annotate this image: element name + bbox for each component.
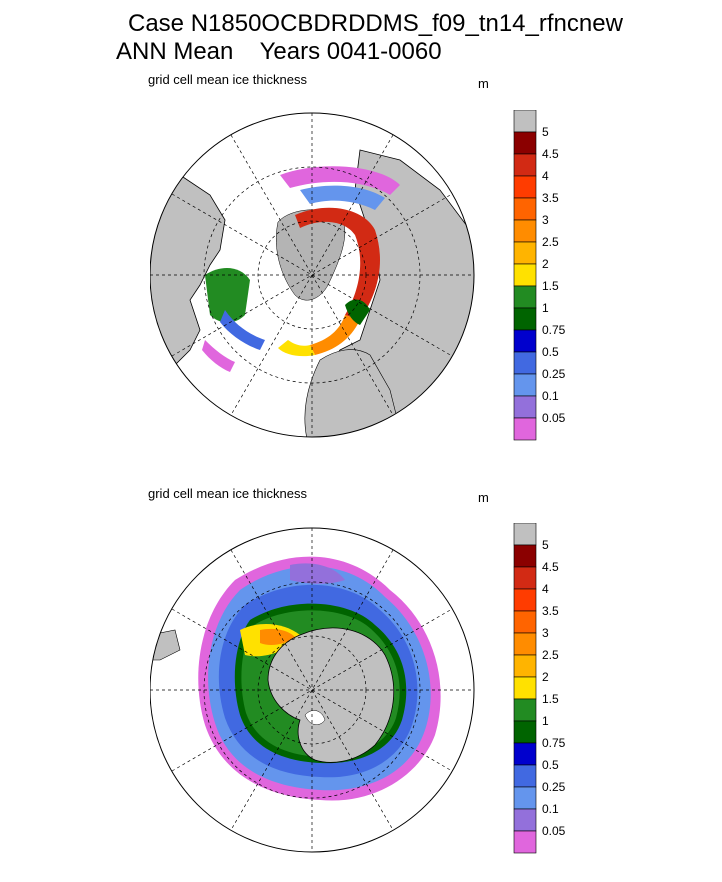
- colorbar-box: [513, 351, 537, 375]
- colorbar-level-label: 1.5: [542, 279, 559, 293]
- north-map-units: m: [478, 76, 489, 91]
- ice-green-band: [205, 268, 250, 323]
- colorbar-level-label: 1: [542, 301, 549, 315]
- ice-periwinkle-band: [300, 185, 385, 210]
- colorbar-box: [513, 676, 537, 700]
- colorbar-box: [513, 263, 537, 287]
- south-america-tip-land: [327, 849, 351, 852]
- ice-yellow-band: [278, 340, 315, 357]
- ice-shelf-white: [304, 710, 326, 725]
- colorbar-level-label: 0.5: [542, 758, 559, 772]
- ice-pink-band: [280, 166, 400, 195]
- colorbar-level-label: 3.5: [542, 191, 559, 205]
- colorbar-box: [513, 566, 537, 590]
- colorbar-level-label: 0.75: [542, 323, 566, 337]
- colorbar-box: [513, 544, 537, 568]
- colorbar-level-label: 5: [542, 538, 549, 552]
- colorbar-box: [513, 588, 537, 612]
- colorbar-level-label: 2: [542, 257, 549, 271]
- ice-orange-band: [310, 315, 360, 355]
- ice-orange-weddell: [260, 628, 295, 645]
- colorbar-level-label: 0.75: [542, 736, 566, 750]
- colorbar-box: [513, 654, 537, 678]
- colorbar-level-label: 0.25: [542, 367, 566, 381]
- colorbar-level-label: 4: [542, 169, 549, 183]
- figure-title-line2: ANN Mean Years 0041-0060: [116, 38, 442, 65]
- colorbar-level-label: 3: [542, 626, 549, 640]
- south-colorbar: 5 4.5 4 3.5 3 2.5 2 1.5 1 0.75 0.5 0.25 0.1 0.05: [513, 523, 566, 854]
- colorbar-box: [513, 764, 537, 788]
- colorbar-box: [513, 175, 537, 199]
- colorbar-box: [513, 110, 537, 133]
- figure-title-line1: Case N1850OCBDRDDMS_f09_tn14_rfncnew: [128, 10, 623, 37]
- colorbar-box: [513, 610, 537, 634]
- south-map-subtitle: grid cell mean ice thickness: [148, 486, 307, 501]
- colorbar-box: [513, 830, 537, 854]
- colorbar-level-label: 0.1: [542, 389, 559, 403]
- colorbar-box: [513, 698, 537, 722]
- colorbar-box: [513, 742, 537, 766]
- ice-red-band: [295, 207, 380, 320]
- colorbar-level-label: 2.5: [542, 648, 559, 662]
- colorbar-box: [513, 417, 537, 441]
- colorbar-level-label: 1: [542, 714, 549, 728]
- colorbar-level-label: 4.5: [542, 560, 559, 574]
- colorbar-box: [513, 131, 537, 155]
- ice-pink-band-2: [202, 340, 235, 372]
- colorbar-level-label: 0.1: [542, 802, 559, 816]
- south-map-units: m: [478, 490, 489, 505]
- colorbar-box: [513, 307, 537, 331]
- colorbar-box: [513, 219, 537, 243]
- colorbar-box: [513, 373, 537, 397]
- colorbar-level-label: 2: [542, 670, 549, 684]
- ice-darkgreen-band: [345, 299, 370, 325]
- colorbar-box: [513, 241, 537, 265]
- north-polar-map: [150, 112, 475, 438]
- colorbar-level-label: 1.5: [542, 692, 559, 706]
- colorbar-level-label: 0.5: [542, 345, 559, 359]
- north-map-subtitle: grid cell mean ice thickness: [148, 72, 307, 87]
- colorbar-level-label: 4: [542, 582, 549, 596]
- colorbar-box: [513, 329, 537, 353]
- colorbar-level-label: 2.5: [542, 235, 559, 249]
- colorbar-level-label: 3.5: [542, 604, 559, 618]
- colorbar-level-label: 3: [542, 213, 549, 227]
- north-colorbar: 5 4.5 4 3.5 3 2.5 2 1.5 1 0.75 0.5 0.25 0.1 0.05: [513, 110, 566, 441]
- colorbar-level-label: 5: [542, 125, 549, 139]
- colorbar-box: [513, 153, 537, 177]
- colorbar-level-label: 0.05: [542, 411, 566, 425]
- colorbar-box: [513, 808, 537, 832]
- colorbar-box: [513, 285, 537, 309]
- colorbar-box: [513, 632, 537, 656]
- colorbar-box: [513, 197, 537, 221]
- ice-mediumpurple-patch: [290, 563, 345, 584]
- colorbar-box: [513, 523, 537, 546]
- ice-blue-band: [220, 310, 265, 350]
- colorbar-level-label: 0.05: [542, 824, 566, 838]
- colorbar-box: [513, 786, 537, 810]
- south-polar-map: [150, 527, 475, 853]
- colorbar-box: [513, 395, 537, 419]
- colorbar-level-label: 4.5: [542, 147, 559, 161]
- colorbar-box: [513, 720, 537, 744]
- colorbar-level-label: 0.25: [542, 780, 566, 794]
